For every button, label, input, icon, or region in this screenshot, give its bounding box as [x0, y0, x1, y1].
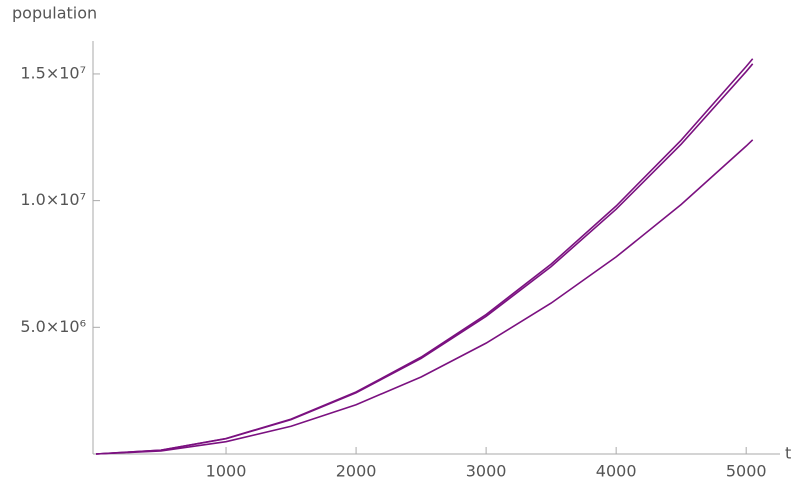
y-axis-label: population — [12, 4, 97, 23]
series-line — [95, 63, 754, 455]
y-tick-label: 1.5×10⁷ — [20, 63, 86, 82]
x-tick-label: 2000 — [336, 462, 377, 481]
x-tick-label: 3000 — [466, 462, 507, 481]
x-tick-label: 4000 — [596, 462, 637, 481]
x-axis-label: t — [785, 444, 791, 463]
x-tick-label: 5000 — [726, 462, 767, 481]
y-tick-label: 5.0×10⁶ — [20, 317, 86, 336]
series-line — [95, 58, 754, 455]
y-tick-label: 1.0×10⁷ — [20, 190, 86, 209]
series-line — [95, 139, 754, 455]
x-tick-label: 1000 — [206, 462, 247, 481]
